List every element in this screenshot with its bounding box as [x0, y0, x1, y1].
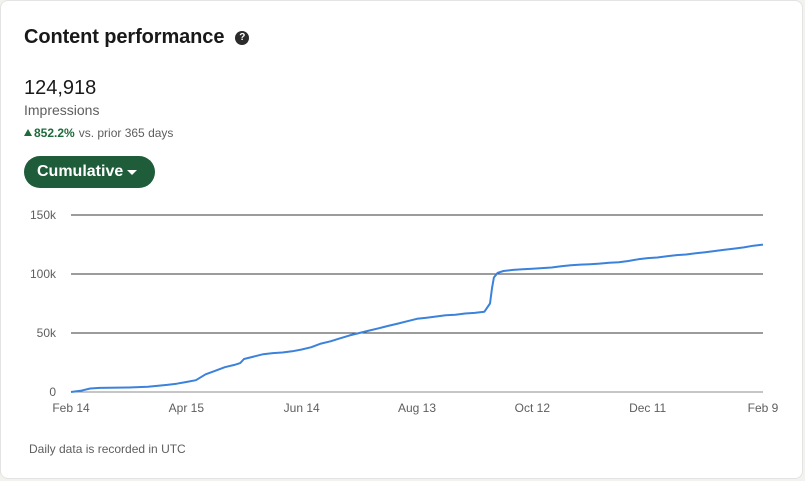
impressions-series-line — [70, 243, 764, 393]
x-tick-label: Aug 13 — [398, 401, 436, 415]
impressions-value: 124,918 — [24, 77, 97, 99]
y-tick-label: 0 — [49, 385, 56, 399]
chart-gridlines — [71, 214, 763, 393]
question-circle-icon[interactable]: ? — [235, 30, 250, 45]
x-tick-label: Dec 11 — [629, 401, 666, 415]
y-tick-label: 150k — [30, 208, 57, 222]
change-indicator: 852.2% vs. prior 365 days — [24, 126, 173, 140]
x-tick-label: Jun 14 — [284, 401, 320, 415]
chart-x-axis: Feb 14 Apr 15 Jun 14 Aug 13 Oct 12 Dec 11 Feb … — [52, 401, 778, 415]
impressions-line-chart: 0 50k 100k 150k Feb 14 Apr 15 Jun 14 Aug 13 Oct… — [30, 208, 779, 415]
change-percent: 852.2% — [34, 126, 75, 140]
x-tick-label: Feb 14 — [52, 401, 90, 415]
chart-series — [70, 243, 764, 393]
utc-footnote: Daily data is recorded in UTC — [29, 442, 186, 456]
card-header: Content performance ? — [24, 26, 250, 49]
chart-y-axis: 0 50k 100k 150k — [30, 208, 57, 399]
change-period-text: vs. prior 365 days — [78, 126, 174, 140]
x-tick-label: Oct 12 — [515, 401, 551, 415]
caret-down-icon — [127, 169, 138, 175]
cumulative-dropdown-button[interactable]: Cumulative — [24, 156, 156, 188]
y-tick-label: 50k — [37, 326, 57, 340]
y-tick-label: 100k — [30, 267, 57, 281]
card-title: Content performance — [24, 26, 225, 48]
dropdown-label: Cumulative — [37, 163, 124, 180]
impressions-label: Impressions — [24, 102, 100, 118]
arrow-up-icon — [24, 129, 32, 136]
x-tick-label: Apr 15 — [169, 401, 205, 415]
x-tick-label: Feb 9 — [748, 401, 779, 415]
